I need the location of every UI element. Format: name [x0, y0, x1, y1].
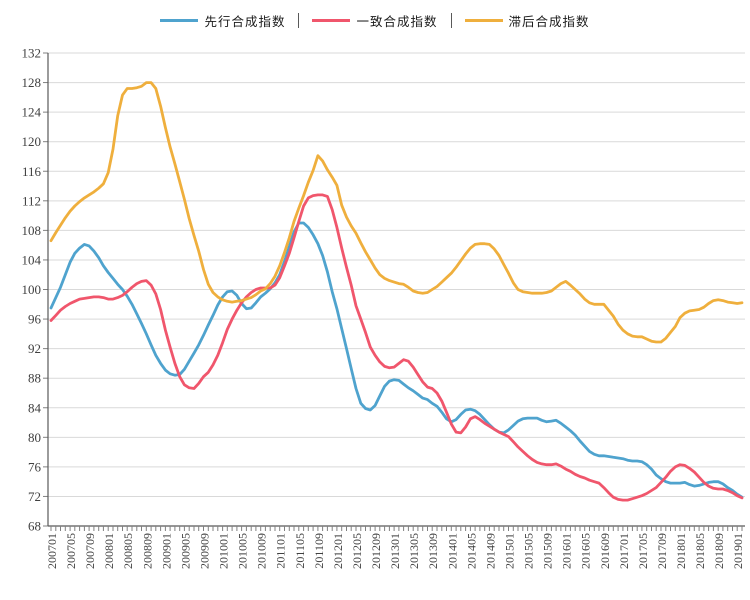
svg-text:128: 128 [22, 75, 42, 90]
svg-text:201501: 201501 [502, 533, 516, 569]
svg-text:92: 92 [28, 341, 41, 356]
svg-text:201205: 201205 [350, 533, 364, 569]
svg-text:200701: 200701 [45, 533, 59, 569]
svg-text:201605: 201605 [579, 533, 593, 569]
svg-text:200805: 200805 [121, 533, 135, 569]
svg-text:201609: 201609 [598, 533, 612, 569]
svg-text:72: 72 [28, 489, 41, 504]
svg-text:200809: 200809 [140, 533, 154, 569]
svg-text:201409: 201409 [483, 533, 497, 569]
svg-text:112: 112 [22, 193, 41, 208]
svg-text:108: 108 [22, 223, 42, 238]
svg-text:201009: 201009 [255, 533, 269, 569]
svg-text:201405: 201405 [464, 533, 478, 569]
legend-line-swatch-lagging [464, 19, 503, 22]
svg-text:201901: 201901 [731, 533, 745, 569]
svg-text:201809: 201809 [712, 533, 726, 569]
svg-text:201201: 201201 [331, 533, 345, 569]
svg-text:200901: 200901 [159, 533, 173, 569]
svg-text:201309: 201309 [426, 533, 440, 569]
svg-text:80: 80 [28, 430, 41, 445]
svg-text:201105: 201105 [293, 533, 307, 569]
legend-item-coincident-index: 一致合成指数 [312, 11, 437, 30]
svg-text:88: 88 [28, 371, 41, 386]
svg-text:120: 120 [22, 134, 42, 149]
legend-item-leading-index: 先行合成指数 [160, 11, 285, 30]
svg-text:201209: 201209 [369, 533, 383, 569]
svg-text:200909: 200909 [197, 533, 211, 569]
svg-text:84: 84 [28, 400, 42, 415]
svg-text:201701: 201701 [617, 533, 631, 569]
svg-text:201109: 201109 [312, 533, 326, 569]
chart-legend: 先行合成指数 一致合成指数 滞后合成指数 [0, 11, 750, 30]
svg-text:201601: 201601 [560, 533, 574, 569]
svg-text:201709: 201709 [655, 533, 669, 569]
legend-separator [450, 13, 452, 28]
svg-text:201005: 201005 [236, 533, 250, 569]
svg-text:68: 68 [28, 519, 41, 534]
svg-text:124: 124 [22, 105, 42, 120]
svg-text:201305: 201305 [407, 533, 421, 569]
svg-text:76: 76 [28, 459, 42, 474]
legend-label-lagging: 滞后合成指数 [508, 15, 590, 29]
svg-text:201705: 201705 [636, 533, 650, 569]
svg-text:200705: 200705 [64, 533, 78, 569]
legend-separator [298, 13, 300, 28]
legend-item-lagging-index: 滞后合成指数 [464, 11, 590, 30]
svg-text:100: 100 [22, 282, 42, 297]
legend-label-coincident: 一致合成指数 [356, 15, 438, 29]
svg-text:201101: 201101 [274, 533, 288, 569]
svg-text:104: 104 [22, 252, 42, 267]
svg-text:201401: 201401 [445, 533, 459, 569]
svg-text:201801: 201801 [674, 533, 688, 569]
svg-text:201509: 201509 [541, 533, 555, 569]
svg-text:200709: 200709 [83, 533, 97, 569]
svg-text:201301: 201301 [388, 533, 402, 569]
svg-text:201805: 201805 [693, 533, 707, 569]
svg-text:201505: 201505 [522, 533, 536, 569]
legend-line-swatch-leading [160, 19, 199, 22]
legend-label-leading: 先行合成指数 [204, 15, 286, 29]
svg-text:201001: 201001 [217, 533, 231, 569]
legend-line-swatch-coincident [312, 19, 351, 22]
svg-text:200801: 200801 [102, 533, 116, 569]
svg-text:96: 96 [28, 312, 42, 327]
svg-text:116: 116 [22, 164, 42, 179]
svg-text:200905: 200905 [178, 533, 192, 569]
svg-text:132: 132 [22, 46, 42, 61]
